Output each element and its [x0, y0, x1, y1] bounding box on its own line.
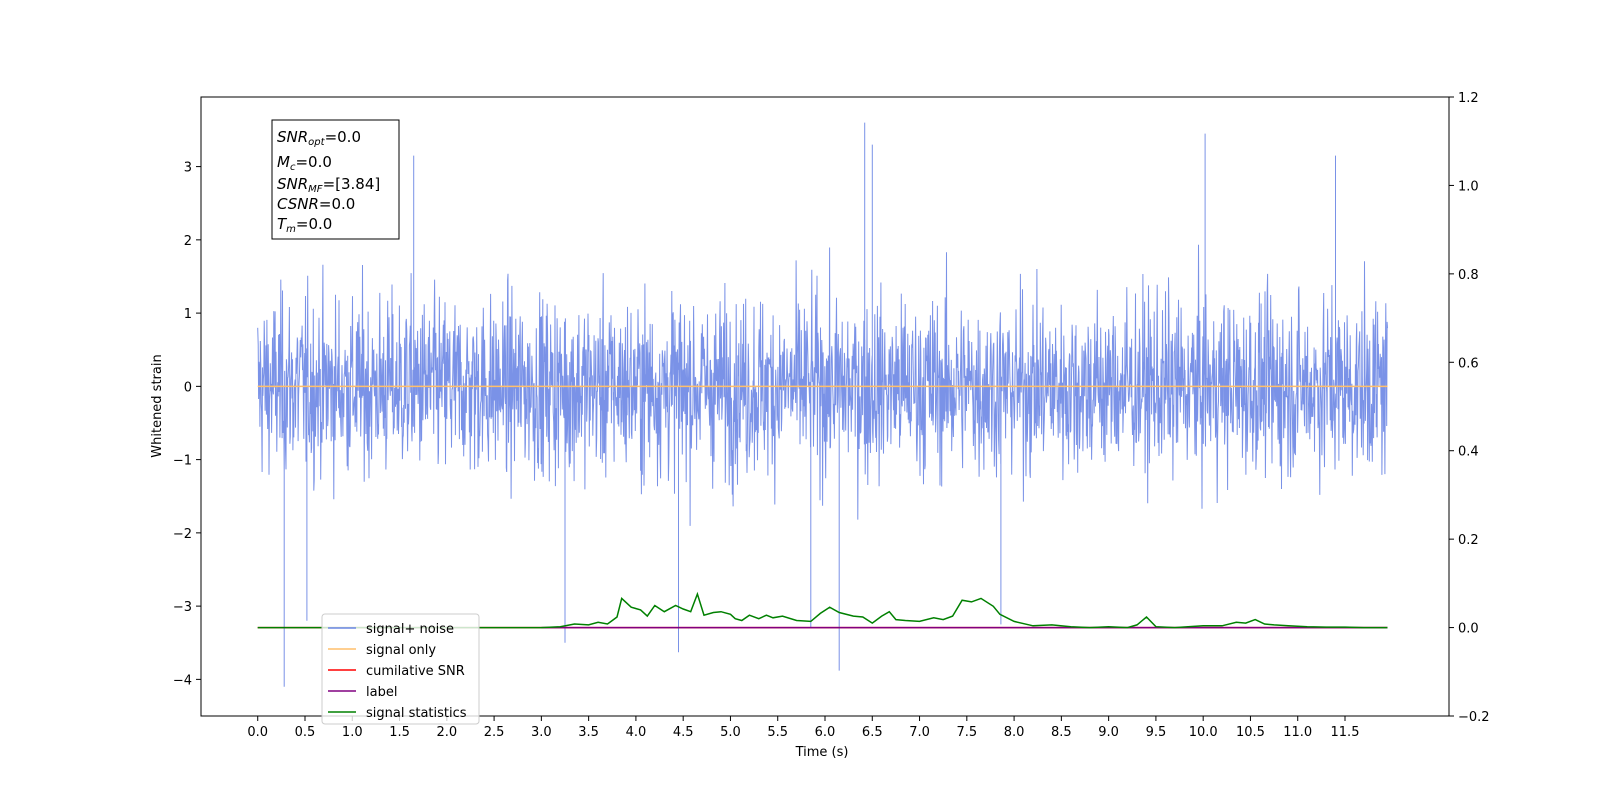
x-tick-label: 5.5	[767, 725, 788, 740]
legend-label: signal+ noise	[366, 622, 454, 637]
x-tick-label: 11.5	[1331, 725, 1360, 740]
series-layer	[257, 122, 1388, 687]
y-left-tick-label: −4	[173, 673, 192, 688]
x-tick-label: 0.5	[295, 725, 316, 740]
y-left-tick-label: 3	[184, 161, 192, 176]
legend-label: label	[366, 685, 397, 700]
info-box: SNRopt=0.0 Mc=0.0 SNRMF=[3.84] CSNR=0.0 …	[271, 119, 400, 240]
series-signal-statistics	[257, 591, 1388, 629]
x-tick-label: 8.0	[1004, 725, 1025, 740]
x-axis-label: Time (s)	[795, 745, 849, 760]
y-left-tick-label: −1	[173, 454, 192, 469]
x-tick-label: 2.0	[436, 725, 457, 740]
y-axis-label: Whitened strain	[150, 354, 165, 457]
info-csnr: CSNR=0.0	[277, 195, 355, 213]
x-tick-label: 7.0	[909, 725, 930, 740]
x-axis-ticks: 0.0 0.5 1.0 1.5 2.0 2.5 3.0 3.5 4.0 4.5 5.0 5.5 6.0 6…	[247, 716, 1359, 740]
x-tick-label: 1.5	[389, 725, 410, 740]
y-axis-left-ticks: 3 2 1 0 −1 −2 −3 −4	[173, 161, 201, 688]
y-right-tick-label: 1.0	[1458, 179, 1479, 194]
x-tick-label: 7.5	[956, 725, 977, 740]
y-right-tick-label: 0.2	[1458, 533, 1479, 548]
series-signal-noise	[257, 122, 1388, 687]
x-tick-label: 10.0	[1189, 725, 1218, 740]
x-tick-label: 9.0	[1098, 725, 1119, 740]
y-left-tick-label: 2	[184, 234, 192, 249]
y-right-tick-label: 0.6	[1458, 356, 1479, 371]
x-tick-label: 0.0	[247, 725, 268, 740]
info-tm: Tm=0.0	[277, 215, 332, 235]
info-snr-opt: SNRopt=0.0	[277, 128, 361, 148]
x-tick-label: 6.5	[862, 725, 883, 740]
x-tick-label: 5.0	[720, 725, 741, 740]
y-right-tick-label: 0.0	[1458, 622, 1479, 637]
x-tick-label: 4.0	[626, 725, 647, 740]
y-right-tick-label: 0.8	[1458, 268, 1479, 283]
legend-label: signal statistics	[366, 706, 467, 721]
y-right-tick-label: −0.2	[1458, 710, 1490, 725]
x-tick-label: 3.0	[531, 725, 552, 740]
x-tick-label: 6.0	[815, 725, 836, 740]
x-tick-label: 11.0	[1283, 725, 1312, 740]
legend: signal+ noise signal only cumilative SNR la…	[321, 613, 480, 725]
x-tick-label: 8.5	[1051, 725, 1072, 740]
legend-frame	[321, 613, 480, 725]
info-mc: Mc=0.0	[277, 153, 332, 173]
y-right-tick-label: 0.4	[1458, 445, 1479, 460]
y-left-tick-label: −3	[173, 600, 192, 615]
y-right-tick-label: 1.2	[1458, 91, 1479, 106]
x-tick-label: 1.0	[342, 725, 363, 740]
y-left-tick-label: 1	[184, 307, 192, 322]
y-axis-right-ticks: 1.2 1.0 0.8 0.6 0.4 0.2 0.0 −0.2	[1449, 91, 1490, 725]
x-tick-label: 10.5	[1236, 725, 1265, 740]
legend-label: cumilative SNR	[366, 664, 465, 679]
y-left-tick-label: 0	[184, 380, 192, 395]
y-left-tick-label: −2	[173, 527, 192, 542]
legend-label: signal only	[366, 643, 436, 658]
x-tick-label: 9.5	[1146, 725, 1167, 740]
info-snr-mf: SNRMF=[3.84]	[277, 175, 380, 195]
x-tick-label: 4.5	[673, 725, 694, 740]
x-tick-label: 2.5	[484, 725, 505, 740]
x-tick-label: 3.5	[578, 725, 599, 740]
